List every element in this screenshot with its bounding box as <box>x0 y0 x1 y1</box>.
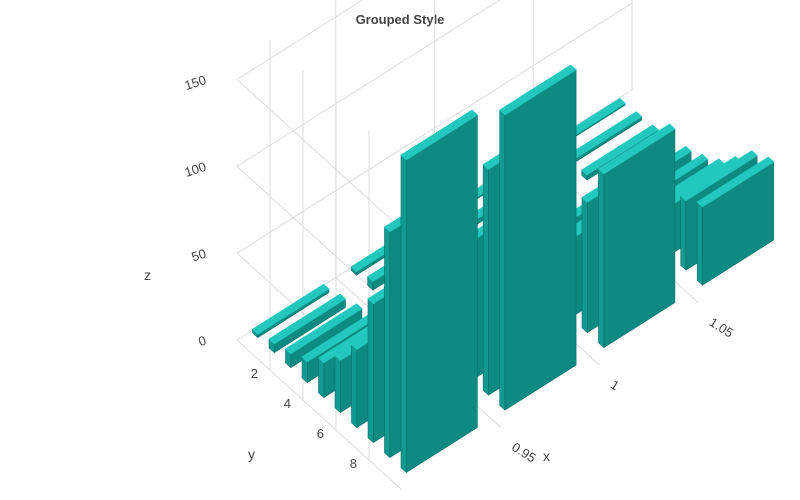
x-tick-label: 1 <box>608 377 622 394</box>
bar[interactable] <box>597 123 676 349</box>
y-tick-label: 4 <box>284 396 291 411</box>
bars-layer <box>251 64 775 474</box>
z-tick-label: 100 <box>183 159 208 180</box>
z-gridline <box>236 165 403 317</box>
z-gridline <box>236 339 403 491</box>
bar[interactable] <box>400 109 479 474</box>
bar[interactable] <box>251 283 330 339</box>
z-axis-title: z <box>144 267 151 283</box>
chart-title: Grouped Style <box>355 12 445 27</box>
z-gridline <box>236 79 403 230</box>
x-axis-title: x <box>543 448 550 464</box>
y-tick-label: 2 <box>251 366 258 381</box>
z-gridline <box>236 0 364 80</box>
z-tick-label: 0 <box>196 333 208 350</box>
y-axis-title: y <box>248 446 255 462</box>
bar[interactable] <box>696 156 775 286</box>
z-tick-label: 50 <box>190 246 208 265</box>
x-tick-label: 1.05 <box>707 314 736 340</box>
y-tick-label: 6 <box>317 426 324 441</box>
x-tick-label: 0.95 <box>509 439 538 465</box>
bar[interactable] <box>499 64 577 411</box>
z-tick-label: 150 <box>183 72 208 93</box>
y-tick-label: 8 <box>350 456 357 471</box>
bar-series-3 <box>251 109 479 474</box>
bar[interactable] <box>268 293 347 354</box>
